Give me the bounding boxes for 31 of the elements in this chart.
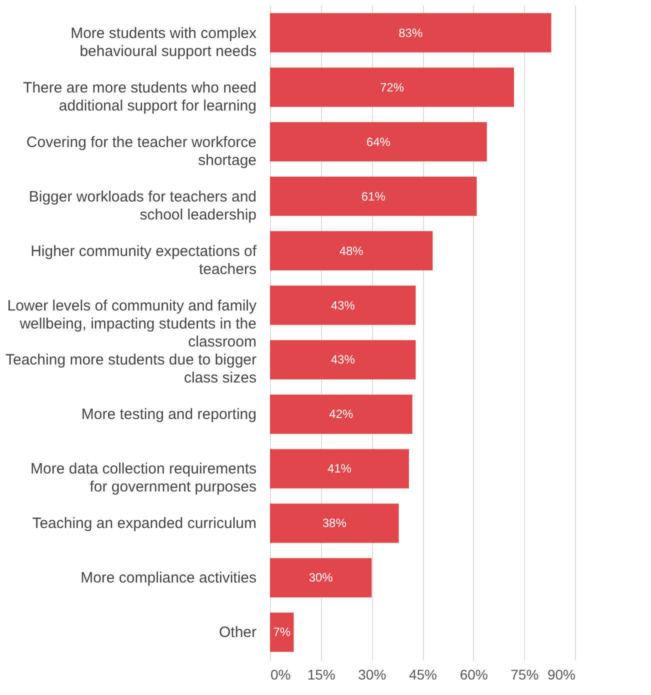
x-tick-label: 45% <box>408 666 438 682</box>
y-tick-label: Bigger workloads for teachers and school leadership <box>28 188 256 224</box>
data-label: 42% <box>329 407 354 422</box>
y-tick-label: Higher community expectations of teachers <box>30 242 258 278</box>
data-label: 43% <box>330 298 356 312</box>
data-label: 64% <box>366 134 391 149</box>
y-tick-label: Other <box>218 624 257 642</box>
x-tick-label: 15% <box>307 666 336 682</box>
y-tick-label: More data collection requirements for government purposes <box>30 460 256 496</box>
y-tick-label: Covering for the teacher workforce shortage <box>26 134 256 169</box>
x-tick-label: 90% <box>547 666 576 682</box>
y-tick-label: More testing and reporting <box>81 406 256 424</box>
y-tick-label: Teaching more students due to bigger class sizes <box>6 352 256 387</box>
y-tick-label: More compliance activities <box>80 570 256 587</box>
data-label: 43% <box>330 352 356 367</box>
data-label: 41% <box>327 462 352 476</box>
y-tick-label: There are more students who need additional support for learning <box>23 79 256 114</box>
y-tick-label: More students with complex behavioural support needs <box>70 24 257 60</box>
data-label: 30% <box>308 570 334 585</box>
data-label: 72% <box>380 80 404 94</box>
data-label: 61% <box>361 189 386 204</box>
x-tick-label: 60% <box>460 666 488 682</box>
x-tick-label: 75% <box>510 666 539 682</box>
data-label: 38% <box>322 516 347 530</box>
x-tick-label: 30% <box>358 666 386 682</box>
x-tick-label: 0% <box>270 666 291 682</box>
data-label: 7% <box>273 625 291 640</box>
y-tick-label: Lower levels of community and family wellbeing, impacting students in the classroom <box>7 297 257 350</box>
y-tick-label: Teaching an expanded curriculum <box>32 515 256 532</box>
data-label: 48% <box>339 244 364 258</box>
data-label: 83% <box>398 26 423 40</box>
